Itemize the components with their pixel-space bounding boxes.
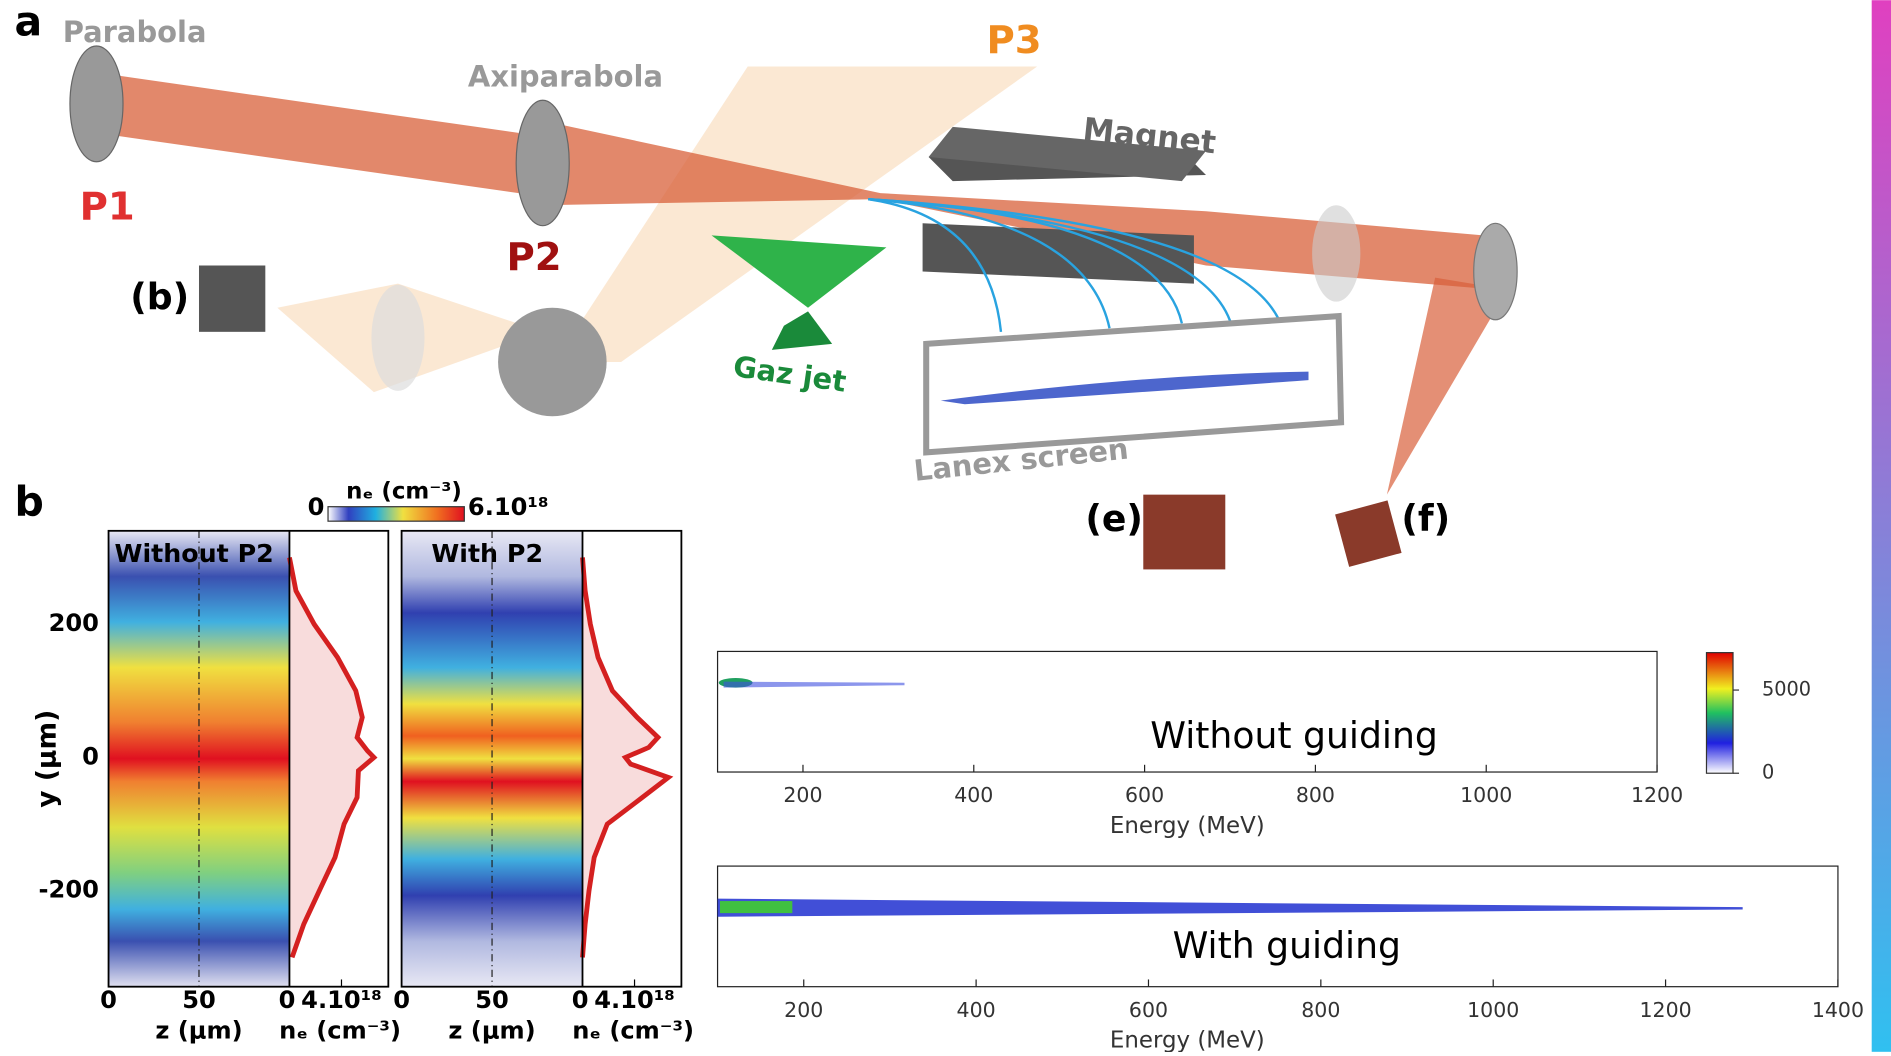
profile-tick-label: 4.10¹⁸ [301,986,382,1014]
label: (e) [1085,497,1143,540]
colorbar [328,507,464,521]
camera [199,266,265,332]
x-axis-label: Energy (MeV) [1110,1027,1265,1052]
x-axis-label: Energy (MeV) [1110,813,1265,839]
y-tick-label: -200 [39,876,99,904]
spectrum-label: With guiding [1173,924,1401,967]
label: P3 [987,18,1042,63]
colorbar-label: nₑ (cm⁻³) [346,479,462,505]
lens [371,285,424,391]
spectrum-label: Without guiding [1150,714,1438,757]
panel-label: b [14,477,43,525]
laser-beam [96,73,518,194]
axiparabola [516,100,569,225]
profile-tick-label: 0 [279,986,296,1014]
label: P2 [507,235,562,280]
mirror [1474,223,1517,319]
label: Gaz jet [731,349,848,398]
y-tick-label: 200 [49,609,99,637]
x-tick-label: 600 [1129,998,1168,1022]
x-tick-label: 800 [1296,783,1335,807]
z-axis-label: z (μm) [448,1016,535,1044]
panel-title: Without P2 [115,538,274,568]
profile-axis-label: nₑ (cm⁻³) [572,1016,694,1044]
label: Parabola [63,15,207,49]
profile-axis-label: nₑ (cm⁻³) [279,1016,401,1044]
z-axis-label: z (μm) [155,1016,242,1044]
mirror [498,308,607,417]
edge-strip [1872,0,1891,1052]
gas-jet [772,311,832,350]
z-tick-label: 50 [182,986,216,1014]
x-tick-label: 400 [957,998,996,1022]
x-tick-label: 800 [1301,998,1340,1022]
x-tick-label: 1200 [1631,783,1683,807]
label: P1 [80,184,135,229]
panel-label: a [14,0,42,45]
parabola [70,46,123,162]
z-tick-label: 0 [100,986,117,1014]
colorbar-min: 0 [308,493,325,521]
label: (b) [130,275,189,318]
x-tick-label: 1000 [1460,783,1512,807]
y-axis-label: y (μm) [32,710,63,808]
x-tick-label: 1400 [1812,998,1864,1022]
setup-diagram: a Parabola Axiparabola P1 P2 P3 Magnet G… [14,0,1517,569]
x-tick-label: 200 [784,998,823,1022]
z-tick-label: 50 [475,986,509,1014]
figure: a Parabola Axiparabola P1 P2 P3 Magnet G… [0,0,1891,1052]
camera [1335,500,1401,566]
colorbar-tick-label: 5000 [1762,678,1811,701]
colorbar-max: 6.10¹⁸ [468,493,549,521]
x-tick-label: 400 [954,783,993,807]
profile-tick-label: 4.10¹⁸ [594,986,675,1014]
x-tick-label: 600 [1125,783,1164,807]
x-tick-label: 200 [783,783,822,807]
spectrum-colorbar [1706,653,1733,774]
y-tick-label: 0 [82,742,99,770]
x-tick-label: 1000 [1467,998,1519,1022]
profile-tick-label: 0 [572,986,589,1014]
colorbar-tick-label: 0 [1762,761,1774,784]
panel-title: With P2 [431,538,543,568]
camera [1143,495,1225,570]
label: Axiparabola [468,60,663,94]
z-tick-label: 0 [393,986,410,1014]
x-tick-label: 1200 [1639,998,1691,1022]
spectrum-signal [720,901,792,913]
label: (f) [1401,497,1450,540]
lens [1312,205,1360,301]
